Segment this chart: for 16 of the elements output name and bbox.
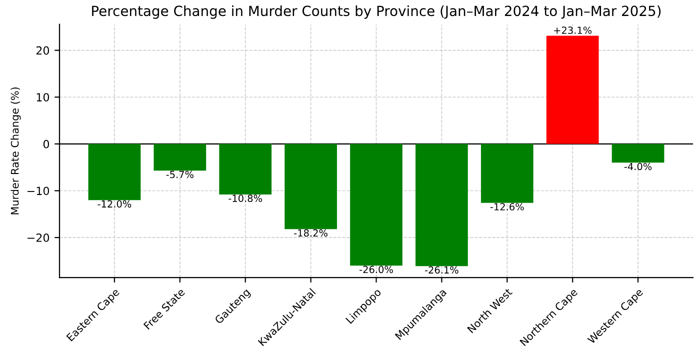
data-label: -26.0% — [360, 266, 393, 274]
data-label: -10.8% — [228, 194, 262, 202]
y-axis-title: Murder Rate Change (%) — [10, 87, 21, 214]
data-label: -12.6% — [490, 203, 524, 210]
data-label: -18.2% — [294, 229, 328, 237]
data-label: +23.1% — [554, 26, 592, 34]
y-tick-label: 10 — [36, 93, 50, 102]
y-tick-label: 0 — [43, 140, 50, 148]
data-label: -4.0% — [624, 162, 652, 170]
data-label: -26.1% — [424, 266, 458, 274]
y-tick-label: −10 — [28, 186, 50, 196]
y-tick-label: −20 — [28, 234, 50, 242]
data-label: -12.0% — [98, 200, 132, 208]
chart-title: Percentage Change in Murder Counts by Province (Jan–Mar 2024 to Jan–Mar 2025) — [92, 5, 661, 19]
y-tick-label: 20 — [36, 46, 50, 55]
data-label: -5.7% — [166, 170, 194, 178]
